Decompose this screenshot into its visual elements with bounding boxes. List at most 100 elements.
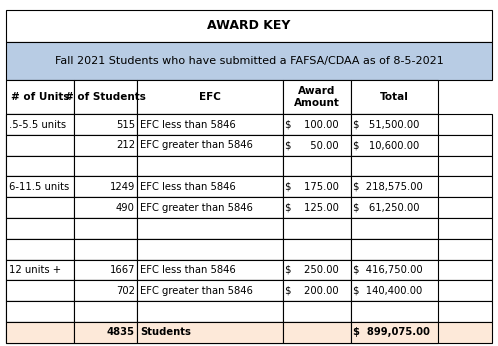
Text: $  140,400.00: $ 140,400.00 [354, 286, 423, 295]
Text: $    175.00: $ 175.00 [285, 182, 339, 192]
Text: Students: Students [140, 327, 191, 337]
Bar [6, 239, 74, 260]
Text: Fall 2021 Students who have submitted a FAFSA/CDAA as of 8-5-2021: Fall 2021 Students who have submitted a … [55, 56, 443, 65]
Text: EFC less than 5846: EFC less than 5846 [140, 120, 236, 129]
Bar [283, 80, 351, 114]
Bar [6, 156, 74, 176]
Bar [74, 260, 137, 280]
Bar [283, 239, 351, 260]
Bar [6, 176, 492, 197]
Bar [6, 42, 492, 80]
Text: $  899,075.00: $ 899,075.00 [354, 327, 430, 337]
Bar [6, 156, 492, 176]
Bar [6, 301, 492, 322]
Bar [351, 135, 438, 156]
Bar [6, 280, 74, 301]
Text: Award
Amount: Award Amount [294, 86, 340, 108]
Bar [351, 114, 438, 135]
Text: AWARD KEY: AWARD KEY [207, 19, 291, 33]
Bar [137, 114, 283, 135]
Bar [137, 239, 283, 260]
Text: # of Students: # of Students [65, 92, 146, 102]
Text: 6-11.5 units: 6-11.5 units [9, 182, 69, 192]
Bar [283, 280, 351, 301]
Bar [6, 114, 74, 135]
Bar [351, 176, 438, 197]
Bar [6, 280, 492, 301]
Text: EFC greater than 5846: EFC greater than 5846 [140, 203, 252, 212]
Bar [74, 176, 137, 197]
Bar [74, 80, 137, 114]
Bar [283, 301, 351, 322]
Bar [6, 260, 492, 280]
Bar [74, 280, 137, 301]
Bar [6, 197, 74, 218]
Bar [74, 135, 137, 156]
Bar [283, 260, 351, 280]
Text: $    100.00: $ 100.00 [285, 120, 339, 129]
Bar [6, 218, 74, 239]
Bar [6, 10, 492, 42]
Bar [137, 322, 283, 343]
Bar [137, 156, 283, 176]
Bar [6, 176, 74, 197]
Text: 515: 515 [116, 120, 135, 129]
Bar [6, 135, 492, 156]
Bar [137, 176, 283, 197]
Bar [283, 156, 351, 176]
Bar [74, 114, 137, 135]
Text: EFC greater than 5846: EFC greater than 5846 [140, 140, 252, 150]
Bar [137, 80, 283, 114]
Bar [351, 197, 438, 218]
Text: 12 units +: 12 units + [9, 265, 61, 275]
Bar [283, 218, 351, 239]
Text: 212: 212 [116, 140, 135, 150]
Bar [6, 135, 74, 156]
Bar [351, 80, 438, 114]
Text: $    250.00: $ 250.00 [285, 265, 339, 275]
Text: # of Units: # of Units [11, 92, 70, 102]
Bar [74, 322, 137, 343]
Bar [283, 135, 351, 156]
Text: $   51,500.00: $ 51,500.00 [354, 120, 420, 129]
Bar [351, 322, 438, 343]
Bar [283, 176, 351, 197]
Text: $    200.00: $ 200.00 [285, 286, 339, 295]
Text: EFC greater than 5846: EFC greater than 5846 [140, 286, 252, 295]
Bar [6, 197, 492, 218]
Bar [283, 114, 351, 135]
Bar [74, 156, 137, 176]
Bar [74, 301, 137, 322]
Bar [283, 322, 351, 343]
Bar [351, 301, 438, 322]
Bar [6, 114, 492, 135]
Bar [6, 239, 492, 260]
Bar [283, 197, 351, 218]
Text: Total: Total [380, 92, 409, 102]
Bar [74, 197, 137, 218]
Bar [137, 260, 283, 280]
Text: .5-5.5 units: .5-5.5 units [9, 120, 66, 129]
Bar [351, 218, 438, 239]
Bar [351, 156, 438, 176]
Bar [137, 218, 283, 239]
Text: $      50.00: $ 50.00 [285, 140, 339, 150]
Text: $   10,600.00: $ 10,600.00 [354, 140, 420, 150]
Bar [137, 280, 283, 301]
Bar [6, 80, 74, 114]
Bar [74, 218, 137, 239]
Text: 4835: 4835 [107, 327, 135, 337]
Bar [6, 322, 74, 343]
Text: EFC less than 5846: EFC less than 5846 [140, 182, 236, 192]
Text: $  416,750.00: $ 416,750.00 [354, 265, 423, 275]
Text: 1249: 1249 [110, 182, 135, 192]
Bar [74, 239, 137, 260]
Text: $  218,575.00: $ 218,575.00 [354, 182, 423, 192]
Text: EFC less than 5846: EFC less than 5846 [140, 265, 236, 275]
Bar [137, 301, 283, 322]
Text: 702: 702 [116, 286, 135, 295]
Bar [137, 197, 283, 218]
Bar [351, 260, 438, 280]
Text: $    125.00: $ 125.00 [285, 203, 339, 212]
Text: 1667: 1667 [110, 265, 135, 275]
